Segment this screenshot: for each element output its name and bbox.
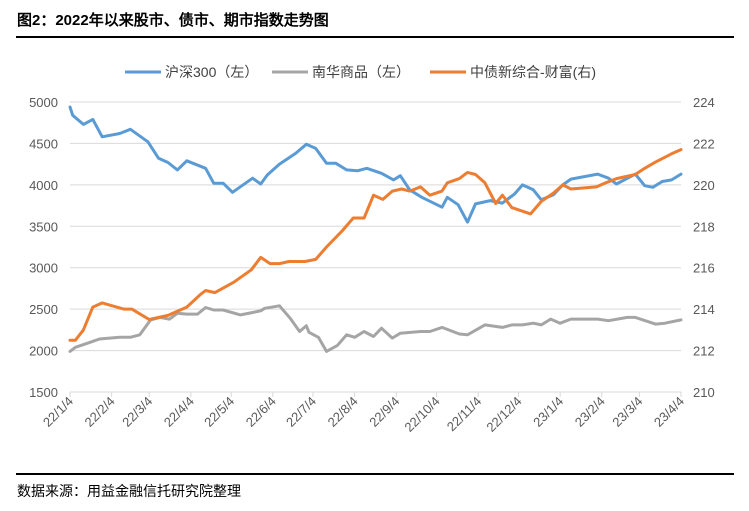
y-left-tick-label: 4500 xyxy=(29,136,58,151)
x-tick-label: 22/3/4 xyxy=(119,394,155,430)
series-line-nanhua-commodity xyxy=(68,304,683,353)
y-left-tick-label: 4000 xyxy=(29,178,58,193)
legend-label: 中债新综合-财富(右) xyxy=(470,64,596,80)
y-right-tick-label: 224 xyxy=(693,95,715,110)
x-tick-label: 22/2/4 xyxy=(82,394,118,430)
y-right-tick-label: 210 xyxy=(693,385,715,400)
footer-rule xyxy=(16,473,734,475)
y-right-tick-label: 216 xyxy=(693,261,715,276)
y-left-tick-label: 3500 xyxy=(29,219,58,234)
y-left-tick-label: 3000 xyxy=(29,261,58,276)
y-left-tick-label: 1500 xyxy=(29,385,58,400)
x-tick-label: 23/3/4 xyxy=(609,394,645,430)
series-line-csi300 xyxy=(68,105,683,224)
x-tick-label: 22/6/4 xyxy=(243,394,279,430)
source-note: 数据来源：用益金融信托研究院整理 xyxy=(17,483,241,499)
series-line-chinabond-wealth xyxy=(68,148,683,342)
x-tick-label: 22/9/4 xyxy=(366,394,402,430)
y-right-tick-label: 218 xyxy=(693,219,715,234)
y-left-tick-label: 2000 xyxy=(29,344,58,359)
x-tick-label: 22/11/4 xyxy=(444,394,485,435)
x-tick-label: 23/4/4 xyxy=(651,394,687,430)
x-tick-label: 23/1/4 xyxy=(530,394,566,430)
x-tick-label: 22/10/4 xyxy=(401,394,442,435)
x-tick-label: 22/7/4 xyxy=(283,394,319,430)
y-right-tick-label: 220 xyxy=(693,178,715,193)
title-rule xyxy=(16,36,734,38)
x-tick-label: 22/4/4 xyxy=(161,394,197,430)
figure-title: 图2：2022年以来股市、债市、期市指数走势图 xyxy=(17,12,329,29)
x-tick-label: 22/5/4 xyxy=(201,394,237,430)
x-tick-label: 22/12/4 xyxy=(483,394,524,435)
y-right-tick-label: 212 xyxy=(693,344,715,359)
x-tick-label: 22/8/4 xyxy=(325,394,361,430)
x-tick-label: 23/2/4 xyxy=(572,394,608,430)
legend-label: 南华商品（左） xyxy=(312,64,410,80)
legend-label: 沪深300（左） xyxy=(165,64,258,80)
y-left-tick-label: 2500 xyxy=(29,302,58,317)
y-right-tick-label: 214 xyxy=(693,302,715,317)
y-right-tick-label: 222 xyxy=(693,136,715,151)
y-left-tick-label: 5000 xyxy=(29,95,58,110)
